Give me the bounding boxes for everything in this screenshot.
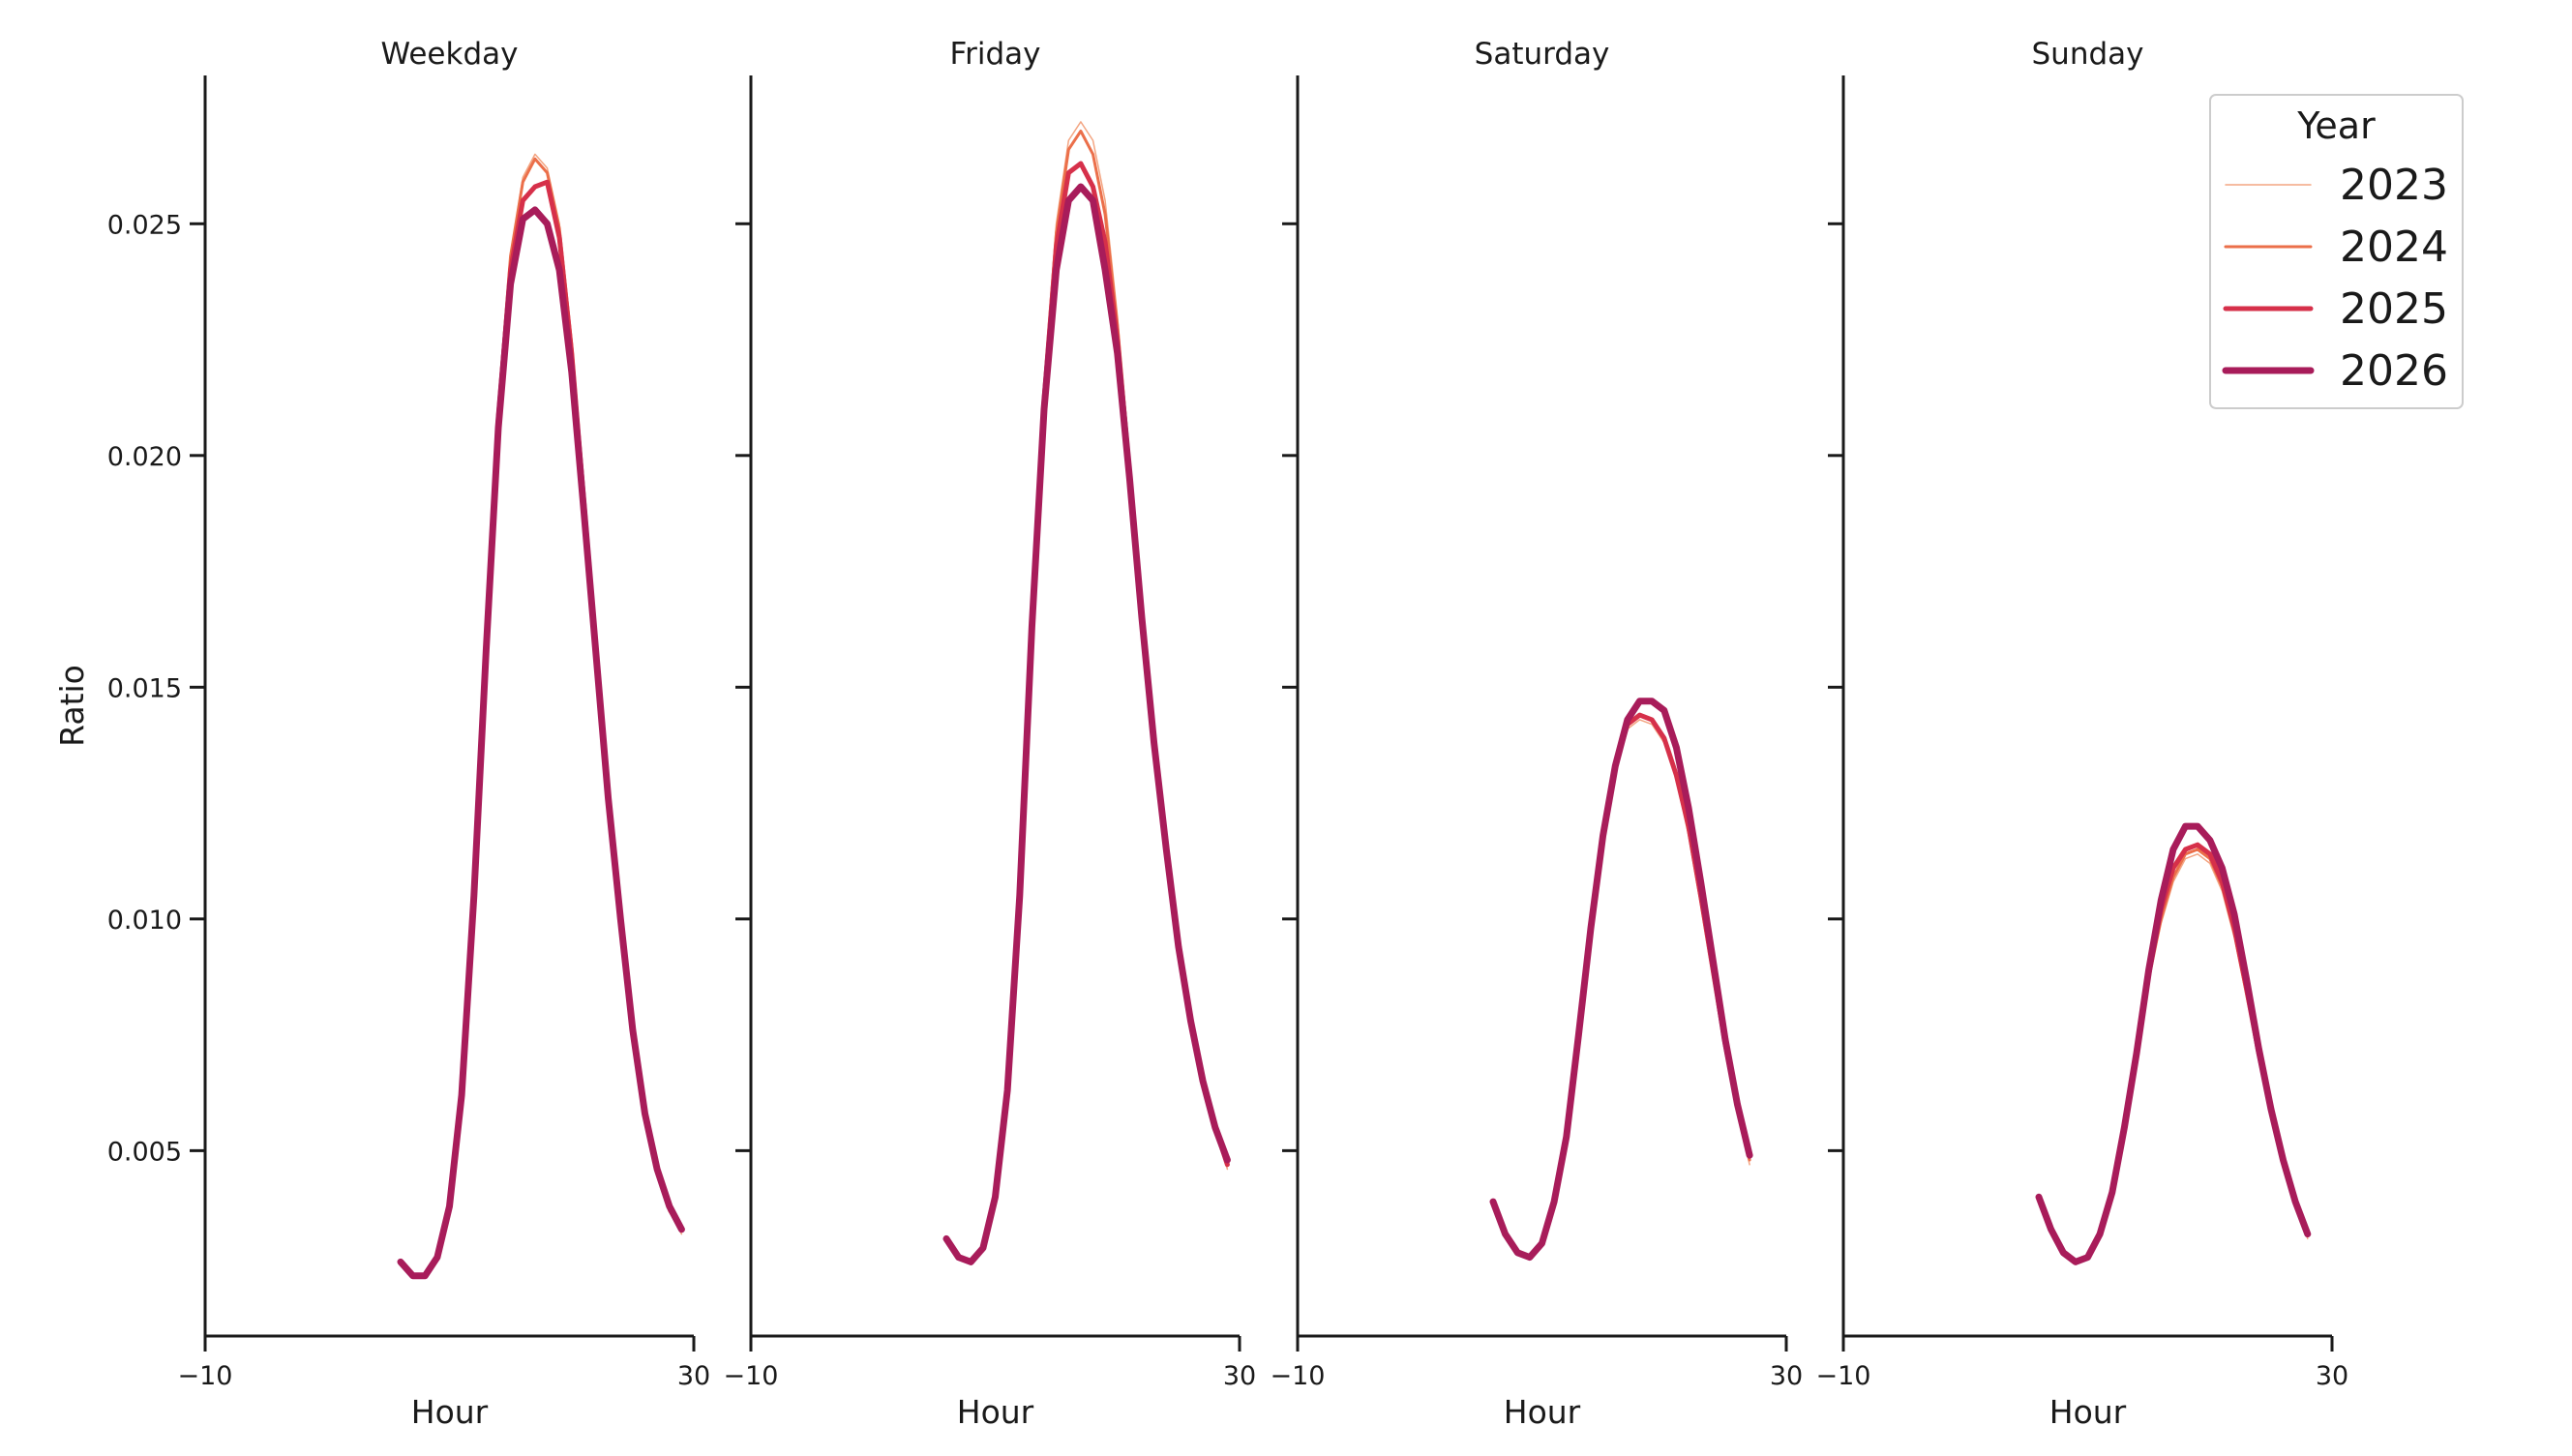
x-axis-label: Hour — [411, 1393, 489, 1431]
y-tick-label: 0.025 — [107, 210, 182, 240]
x-tick-label: −10 — [1271, 1361, 1326, 1391]
x-axis-label: Hour — [2049, 1393, 2127, 1431]
x-axis-label: Hour — [1504, 1393, 1581, 1431]
panel-title: Friday — [950, 37, 1041, 72]
series-line-2024 — [1491, 713, 1751, 1260]
series-line-2025 — [2036, 842, 2311, 1264]
series-line-2024 — [2037, 847, 2310, 1263]
x-tick-label: −10 — [178, 1361, 233, 1391]
x-tick-label: −10 — [724, 1361, 779, 1391]
panel-title: Saturday — [1475, 37, 1610, 72]
series-line-2025 — [943, 161, 1230, 1264]
series-line-2023 — [2038, 853, 2309, 1263]
panel-title: Sunday — [2032, 37, 2144, 72]
series-line-2023 — [400, 153, 683, 1277]
series-line-2025 — [1490, 712, 1752, 1261]
y-tick-label: 0.005 — [107, 1137, 182, 1167]
x-tick-label: 30 — [1223, 1361, 1256, 1391]
legend-label: 2023 — [2340, 161, 2448, 210]
x-tick-label: −10 — [1816, 1361, 1871, 1391]
legend-label: 2026 — [2340, 346, 2448, 396]
series-line-2023 — [1492, 719, 1750, 1259]
series-line-2023 — [945, 121, 1229, 1263]
y-tick-label: 0.015 — [107, 673, 182, 703]
y-tick-label: 0.010 — [107, 906, 182, 936]
legend-label: 2025 — [2340, 284, 2448, 334]
legend-box — [2209, 94, 2464, 409]
series-line-2026 — [2035, 822, 2312, 1265]
series-line-2026 — [1489, 698, 1753, 1262]
y-tick-label: 0.020 — [107, 442, 182, 472]
x-tick-label: 30 — [677, 1361, 710, 1391]
y-axis-label: Ratio — [53, 665, 91, 747]
panel-title: Weekday — [381, 37, 519, 72]
x-tick-label: 30 — [1770, 1361, 1803, 1391]
x-tick-label: 30 — [2316, 1361, 2348, 1391]
legend-title: Year — [2296, 104, 2376, 147]
series-line-2024 — [944, 130, 1229, 1263]
series-line-2024 — [399, 157, 683, 1278]
series-line-2025 — [398, 179, 684, 1279]
legend-label: 2024 — [2340, 223, 2448, 272]
series-line-2026 — [397, 206, 685, 1280]
series-line-2026 — [942, 183, 1231, 1265]
x-axis-label: Hour — [957, 1393, 1034, 1431]
